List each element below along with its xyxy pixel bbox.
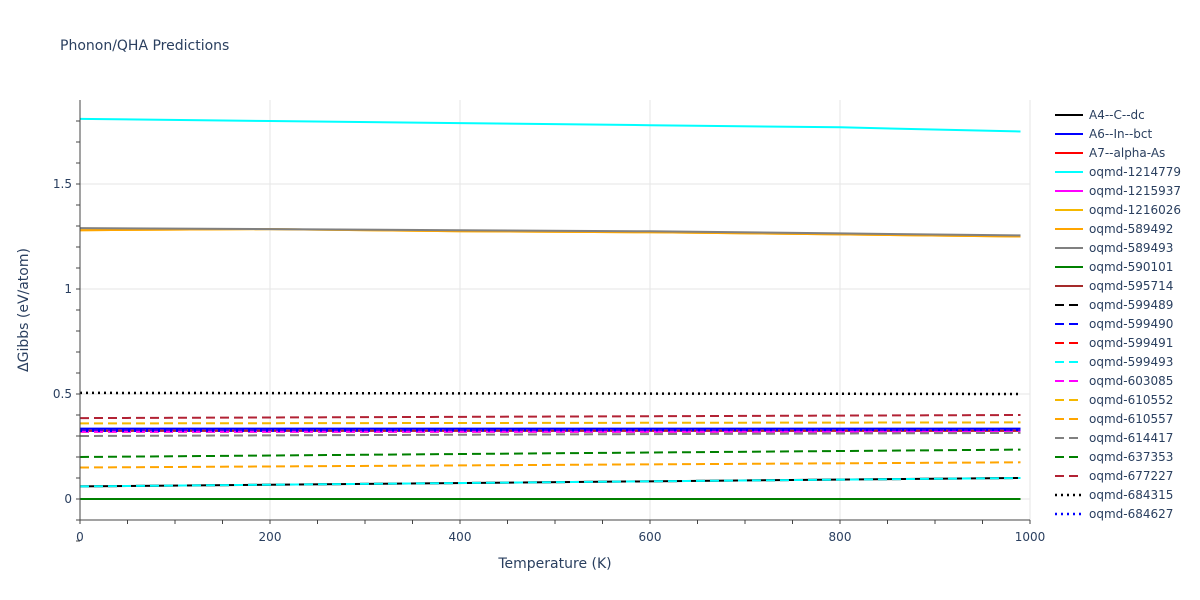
series-line-oqmd-610552: [79, 421, 1021, 425]
legend-label: oqmd-1215937: [1089, 184, 1181, 198]
legend-item[interactable]: A7--alpha-As: [1055, 146, 1165, 160]
series-line-oqmd-589493: [79, 227, 1021, 237]
series-line-oqmd-637353: [79, 448, 1021, 458]
series-line-oqmd-599493: [79, 477, 1021, 488]
legend-label: oqmd-599489: [1089, 298, 1173, 312]
legend-item[interactable]: oqmd-684315: [1055, 488, 1173, 502]
x-tick-label: 1000: [1015, 530, 1046, 544]
y-axis-title: ΔGibbs (eV/atom): [16, 248, 32, 372]
x-tick-label: 600: [639, 530, 662, 544]
legend-item[interactable]: oqmd-1214779: [1055, 165, 1181, 179]
legend-label: oqmd-1214779: [1089, 165, 1181, 179]
legend-label: oqmd-684627: [1089, 507, 1173, 521]
legend-label: oqmd-684315: [1089, 488, 1173, 502]
series-line-oqmd-677227: [79, 414, 1021, 420]
legend-item[interactable]: oqmd-599489: [1055, 298, 1173, 312]
legend-item[interactable]: oqmd-614417: [1055, 431, 1173, 445]
legend-label: oqmd-589493: [1089, 241, 1173, 255]
series-line-oqmd-684315: [79, 391, 1021, 396]
legend-item[interactable]: oqmd-599490: [1055, 317, 1173, 331]
legend-label: oqmd-610552: [1089, 393, 1173, 407]
legend-item[interactable]: A4--C--dc: [1055, 108, 1145, 122]
legend-label: A6--In--bct: [1089, 127, 1153, 141]
legend-item[interactable]: oqmd-603085: [1055, 374, 1173, 388]
x-axis-title: Temperature (K): [497, 556, 611, 572]
legend-item[interactable]: oqmd-677227: [1055, 469, 1173, 483]
x-tick-label: 200: [259, 530, 282, 544]
y-tick-label: 1.5: [53, 177, 72, 191]
legend-label: oqmd-603085: [1089, 374, 1173, 388]
legend-label: oqmd-677227: [1089, 469, 1173, 483]
legend-item[interactable]: oqmd-599493: [1055, 355, 1173, 369]
legend-label: A7--alpha-As: [1089, 146, 1165, 160]
y-tick-label: 1: [64, 282, 72, 296]
legend-item[interactable]: oqmd-599491: [1055, 336, 1173, 350]
x-tick-label: 0: [76, 530, 84, 544]
legend-item[interactable]: oqmd-610557: [1055, 412, 1173, 426]
legend-label: oqmd-595714: [1089, 279, 1173, 293]
legend-label: oqmd-599493: [1089, 355, 1173, 369]
legend-item[interactable]: oqmd-1216026: [1055, 203, 1181, 217]
legend-item[interactable]: oqmd-590101: [1055, 260, 1173, 274]
legend-item[interactable]: oqmd-684627: [1055, 507, 1173, 521]
x-tick-label: 800: [829, 530, 852, 544]
legend-item[interactable]: oqmd-589492: [1055, 222, 1173, 236]
series-line-oqmd-684627: [79, 428, 1021, 433]
plot-area: [79, 117, 1021, 500]
series-line-oqmd-610557: [79, 461, 1021, 469]
axes: 0 200 400 600 800 1000 0 0.5 1 1.5: [53, 100, 1045, 544]
chart-title: Phonon/QHA Predictions: [60, 38, 229, 54]
legend-label: oqmd-599490: [1089, 317, 1173, 331]
legend-item[interactable]: oqmd-610552: [1055, 393, 1173, 407]
legend-label: oqmd-637353: [1089, 450, 1173, 464]
series-line-oqmd-1214779: [79, 117, 1021, 133]
grid: [79, 100, 1031, 520]
legend-label: A4--C--dc: [1089, 108, 1145, 122]
y-tick-label: 0.5: [53, 387, 72, 401]
legend-label: oqmd-589492: [1089, 222, 1173, 236]
legend-item[interactable]: oqmd-589493: [1055, 241, 1173, 255]
legend-label: oqmd-610557: [1089, 412, 1173, 426]
legend-label: oqmd-590101: [1089, 260, 1173, 274]
series-line-oqmd-614417: [79, 431, 1021, 437]
legend: A4--C--dc A6--In--bct A7--alpha-As oqmd-121…: [1055, 108, 1181, 521]
legend-item[interactable]: oqmd-637353: [1055, 450, 1173, 464]
legend-item[interactable]: A6--In--bct: [1055, 127, 1153, 141]
legend-label: oqmd-614417: [1089, 431, 1173, 445]
legend-item[interactable]: oqmd-595714: [1055, 279, 1173, 293]
legend-label: oqmd-1216026: [1089, 203, 1181, 217]
x-tick-label: 400: [449, 530, 472, 544]
legend-label: oqmd-599491: [1089, 336, 1173, 350]
legend-item[interactable]: oqmd-1215937: [1055, 184, 1181, 198]
y-tick-label: 0: [64, 492, 72, 506]
